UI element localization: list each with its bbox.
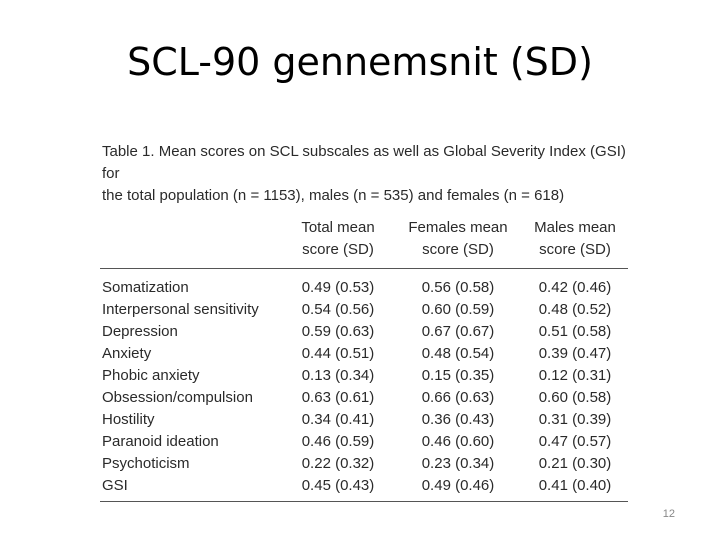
cell-females: 0.56 (0.58) <box>421 279 495 296</box>
caption-text-line2: the total population (n = 1153), males (… <box>102 187 565 204</box>
cell-males: 0.39 (0.47) <box>538 345 612 362</box>
table-row: Obsession/compulsion 0.63 (0.61) 0.66 (0… <box>100 387 628 409</box>
caption-label: Table 1. <box>102 143 155 160</box>
cell-males: 0.48 (0.52) <box>538 301 612 318</box>
cell-males: 0.21 (0.30) <box>538 455 612 472</box>
column-header-males-line1: Males mean <box>534 219 616 236</box>
table-row: Hostility 0.34 (0.41) 0.36 (0.43) 0.31 (… <box>100 409 628 431</box>
column-header-males-line2: score (SD) <box>539 241 611 258</box>
table-figure: Table 1. Mean scores on SCL subscales as… <box>100 141 630 502</box>
cell-females: 0.49 (0.46) <box>394 475 522 502</box>
column-header-total-line2: score (SD) <box>302 241 374 258</box>
cell-total: 0.13 (0.34) <box>301 367 375 384</box>
row-label: Interpersonal sensitivity <box>102 301 259 318</box>
row-label: Anxiety <box>102 345 152 362</box>
cell-total: 0.54 (0.56) <box>301 301 375 318</box>
table-header-row: Total mean score (SD) Females mean score… <box>100 217 628 269</box>
row-label: Obsession/compulsion <box>102 389 253 406</box>
cell-total: 0.46 (0.59) <box>301 433 375 450</box>
row-label: Paranoid ideation <box>102 433 219 450</box>
cell-males: 0.51 (0.58) <box>538 323 612 340</box>
row-label: GSI <box>100 475 282 502</box>
column-header-total-line1: Total mean <box>301 219 375 236</box>
table-row: Psychoticism 0.22 (0.32) 0.23 (0.34) 0.2… <box>100 453 628 475</box>
table-row: Somatization 0.49 (0.53) 0.56 (0.58) 0.4… <box>100 269 628 300</box>
row-label: Psychoticism <box>102 455 190 472</box>
cell-males: 0.12 (0.31) <box>538 367 612 384</box>
cell-males: 0.42 (0.46) <box>538 279 612 296</box>
cell-males: 0.41 (0.40) <box>522 475 628 502</box>
cell-females: 0.36 (0.43) <box>421 411 495 428</box>
table-row: Anxiety 0.44 (0.51) 0.48 (0.54) 0.39 (0.… <box>100 343 628 365</box>
table-row: GSI 0.45 (0.43) 0.49 (0.46) 0.41 (0.40) <box>100 475 628 502</box>
table-caption: Table 1. Mean scores on SCL subscales as… <box>100 141 630 207</box>
page-number: 12 <box>662 508 675 520</box>
row-label: Depression <box>102 323 178 340</box>
column-header-males: Males mean score (SD) <box>522 217 628 269</box>
cell-males: 0.47 (0.57) <box>538 433 612 450</box>
cell-females: 0.23 (0.34) <box>421 455 495 472</box>
cell-females: 0.60 (0.59) <box>421 301 495 318</box>
cell-females: 0.48 (0.54) <box>421 345 495 362</box>
column-header-subscale <box>100 217 282 269</box>
cell-females: 0.15 (0.35) <box>421 367 495 384</box>
cell-total: 0.22 (0.32) <box>301 455 375 472</box>
row-label: Hostility <box>102 411 155 428</box>
cell-total: 0.45 (0.43) <box>282 475 394 502</box>
cell-females: 0.67 (0.67) <box>421 323 495 340</box>
cell-total: 0.49 (0.53) <box>301 279 375 296</box>
slide-title: SCL-90 gennemsnit (SD) <box>127 40 593 84</box>
table-row: Interpersonal sensitivity 0.54 (0.56) 0.… <box>100 299 628 321</box>
cell-total: 0.63 (0.61) <box>301 389 375 406</box>
scl-table: Total mean score (SD) Females mean score… <box>100 217 628 502</box>
row-label: Somatization <box>102 279 189 296</box>
column-header-total: Total mean score (SD) <box>282 217 394 269</box>
cell-males: 0.31 (0.39) <box>538 411 612 428</box>
table-row: Phobic anxiety 0.13 (0.34) 0.15 (0.35) 0… <box>100 365 628 387</box>
column-header-females: Females mean score (SD) <box>394 217 522 269</box>
cell-total: 0.34 (0.41) <box>301 411 375 428</box>
cell-females: 0.46 (0.60) <box>421 433 495 450</box>
caption-text-line1: Mean scores on SCL subscales as well as … <box>102 143 626 182</box>
table-row: Depression 0.59 (0.63) 0.67 (0.67) 0.51 … <box>100 321 628 343</box>
cell-males: 0.60 (0.58) <box>538 389 612 406</box>
cell-females: 0.66 (0.63) <box>421 389 495 406</box>
row-label: Phobic anxiety <box>102 367 200 384</box>
column-header-females-line1: Females mean <box>408 219 508 236</box>
cell-total: 0.59 (0.63) <box>301 323 375 340</box>
cell-total: 0.44 (0.51) <box>301 345 375 362</box>
table-row: Paranoid ideation 0.46 (0.59) 0.46 (0.60… <box>100 431 628 453</box>
column-header-females-line2: score (SD) <box>422 241 494 258</box>
